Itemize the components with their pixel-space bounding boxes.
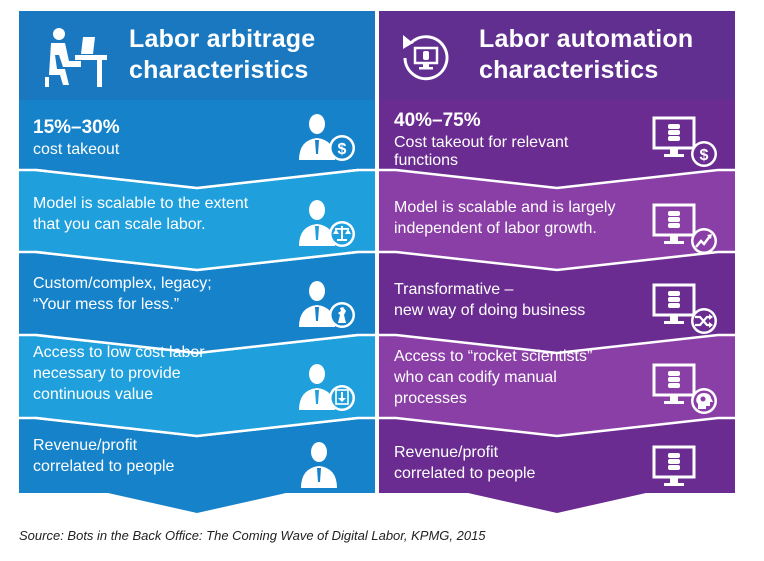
right-row-2-line2: independent of labor growth. bbox=[394, 220, 597, 237]
right-header-title: Labor automation characteristics bbox=[479, 24, 693, 86]
right-row-1-line2: functions bbox=[394, 152, 459, 169]
left-band-4 bbox=[19, 335, 375, 418]
left-header: Labor arbitrage characteristics bbox=[19, 11, 375, 100]
left-header-line1: Labor arbitrage bbox=[129, 25, 316, 53]
svg-text:$: $ bbox=[338, 141, 347, 158]
right-row-1: 40%–75% Cost takeout for relevant functi… bbox=[394, 110, 568, 171]
person-scale-icon bbox=[299, 200, 355, 247]
left-header-line2: characteristics bbox=[129, 56, 309, 84]
right-header-line1: Labor automation bbox=[479, 25, 694, 53]
person-icon bbox=[301, 442, 337, 488]
right-row-3-line2: new way of doing business bbox=[394, 302, 586, 319]
right-row-5-line1: Revenue/profit bbox=[394, 444, 499, 461]
right-header-line2: characteristics bbox=[479, 56, 659, 84]
left-row-5-line2: correlated to people bbox=[33, 458, 175, 475]
left-row-2: Model is scalable to the extent that you… bbox=[33, 193, 248, 235]
left-band-3 bbox=[19, 252, 375, 335]
left-row-2-line2: that you can scale labor. bbox=[33, 216, 206, 233]
monitor-icon bbox=[652, 445, 696, 486]
right-row-1-highlight: 40%–75% bbox=[394, 110, 481, 131]
right-row-1-line1: Cost takeout for relevant bbox=[394, 134, 569, 151]
right-row-3-line1: Transformative – bbox=[394, 281, 514, 298]
left-row-5-line1: Revenue/profit bbox=[33, 437, 138, 454]
right-band-5 bbox=[379, 418, 735, 513]
person-download-icon bbox=[299, 364, 355, 411]
left-row-2-line1: Model is scalable to the extent bbox=[33, 195, 249, 212]
left-row-1: 15%–30% cost takeout bbox=[33, 117, 120, 160]
person-dollar-icon: $ bbox=[299, 114, 355, 161]
right-row-4-line1: Access to “rocket scientists” bbox=[394, 348, 593, 365]
monitor-shuffle-icon bbox=[652, 283, 717, 334]
left-row-3-line1: Custom/complex, legacy; bbox=[33, 275, 212, 292]
left-row-1-highlight: 15%–30% bbox=[33, 117, 120, 138]
svg-text:$: $ bbox=[700, 147, 709, 164]
right-band-1 bbox=[379, 100, 735, 170]
left-row-4-line3: continuous value bbox=[33, 386, 154, 403]
refresh-monitor-icon bbox=[403, 35, 449, 81]
right-band-4 bbox=[379, 335, 735, 418]
right-row-3: Transformative – new way of doing busine… bbox=[394, 279, 585, 321]
right-row-4: Access to “rocket scientists” who can co… bbox=[394, 346, 592, 409]
right-row-5-line2: correlated to people bbox=[394, 465, 536, 482]
right-row-4-line3: processes bbox=[394, 390, 467, 407]
source-caption: Source: Bots in the Back Office: The Com… bbox=[19, 528, 486, 543]
left-band-2 bbox=[19, 170, 375, 252]
right-row-2: Model is scalable and is largely indepen… bbox=[394, 197, 615, 239]
right-band-3 bbox=[379, 252, 735, 335]
monitor-dollar-icon: $ bbox=[652, 116, 717, 167]
left-header-title: Labor arbitrage characteristics bbox=[129, 24, 315, 86]
right-row-2-line1: Model is scalable and is largely bbox=[394, 199, 616, 216]
left-row-1-line1: cost takeout bbox=[33, 141, 120, 158]
left-row-4-line2: necessary to provide bbox=[33, 365, 181, 382]
left-row-5: Revenue/profit correlated to people bbox=[33, 435, 174, 477]
person-at-desk-icon bbox=[45, 28, 107, 87]
monitor-growth-icon bbox=[652, 203, 717, 254]
left-row-4-line1: Access to low cost labor bbox=[33, 344, 205, 361]
left-row-3: Custom/complex, legacy; “Your mess for l… bbox=[33, 273, 212, 315]
person-chess-icon bbox=[299, 281, 355, 328]
left-row-4: Access to low cost labor necessary to pr… bbox=[33, 342, 205, 405]
left-band-1 bbox=[19, 100, 375, 170]
right-band-2 bbox=[379, 170, 735, 252]
left-band-5 bbox=[19, 418, 375, 513]
monitor-brain-icon bbox=[652, 363, 717, 414]
right-header: Labor automation characteristics bbox=[379, 11, 735, 100]
left-row-3-line2: “Your mess for less.” bbox=[33, 296, 180, 313]
right-row-5: Revenue/profit correlated to people bbox=[394, 442, 535, 484]
right-row-4-line2: who can codify manual bbox=[394, 369, 557, 386]
